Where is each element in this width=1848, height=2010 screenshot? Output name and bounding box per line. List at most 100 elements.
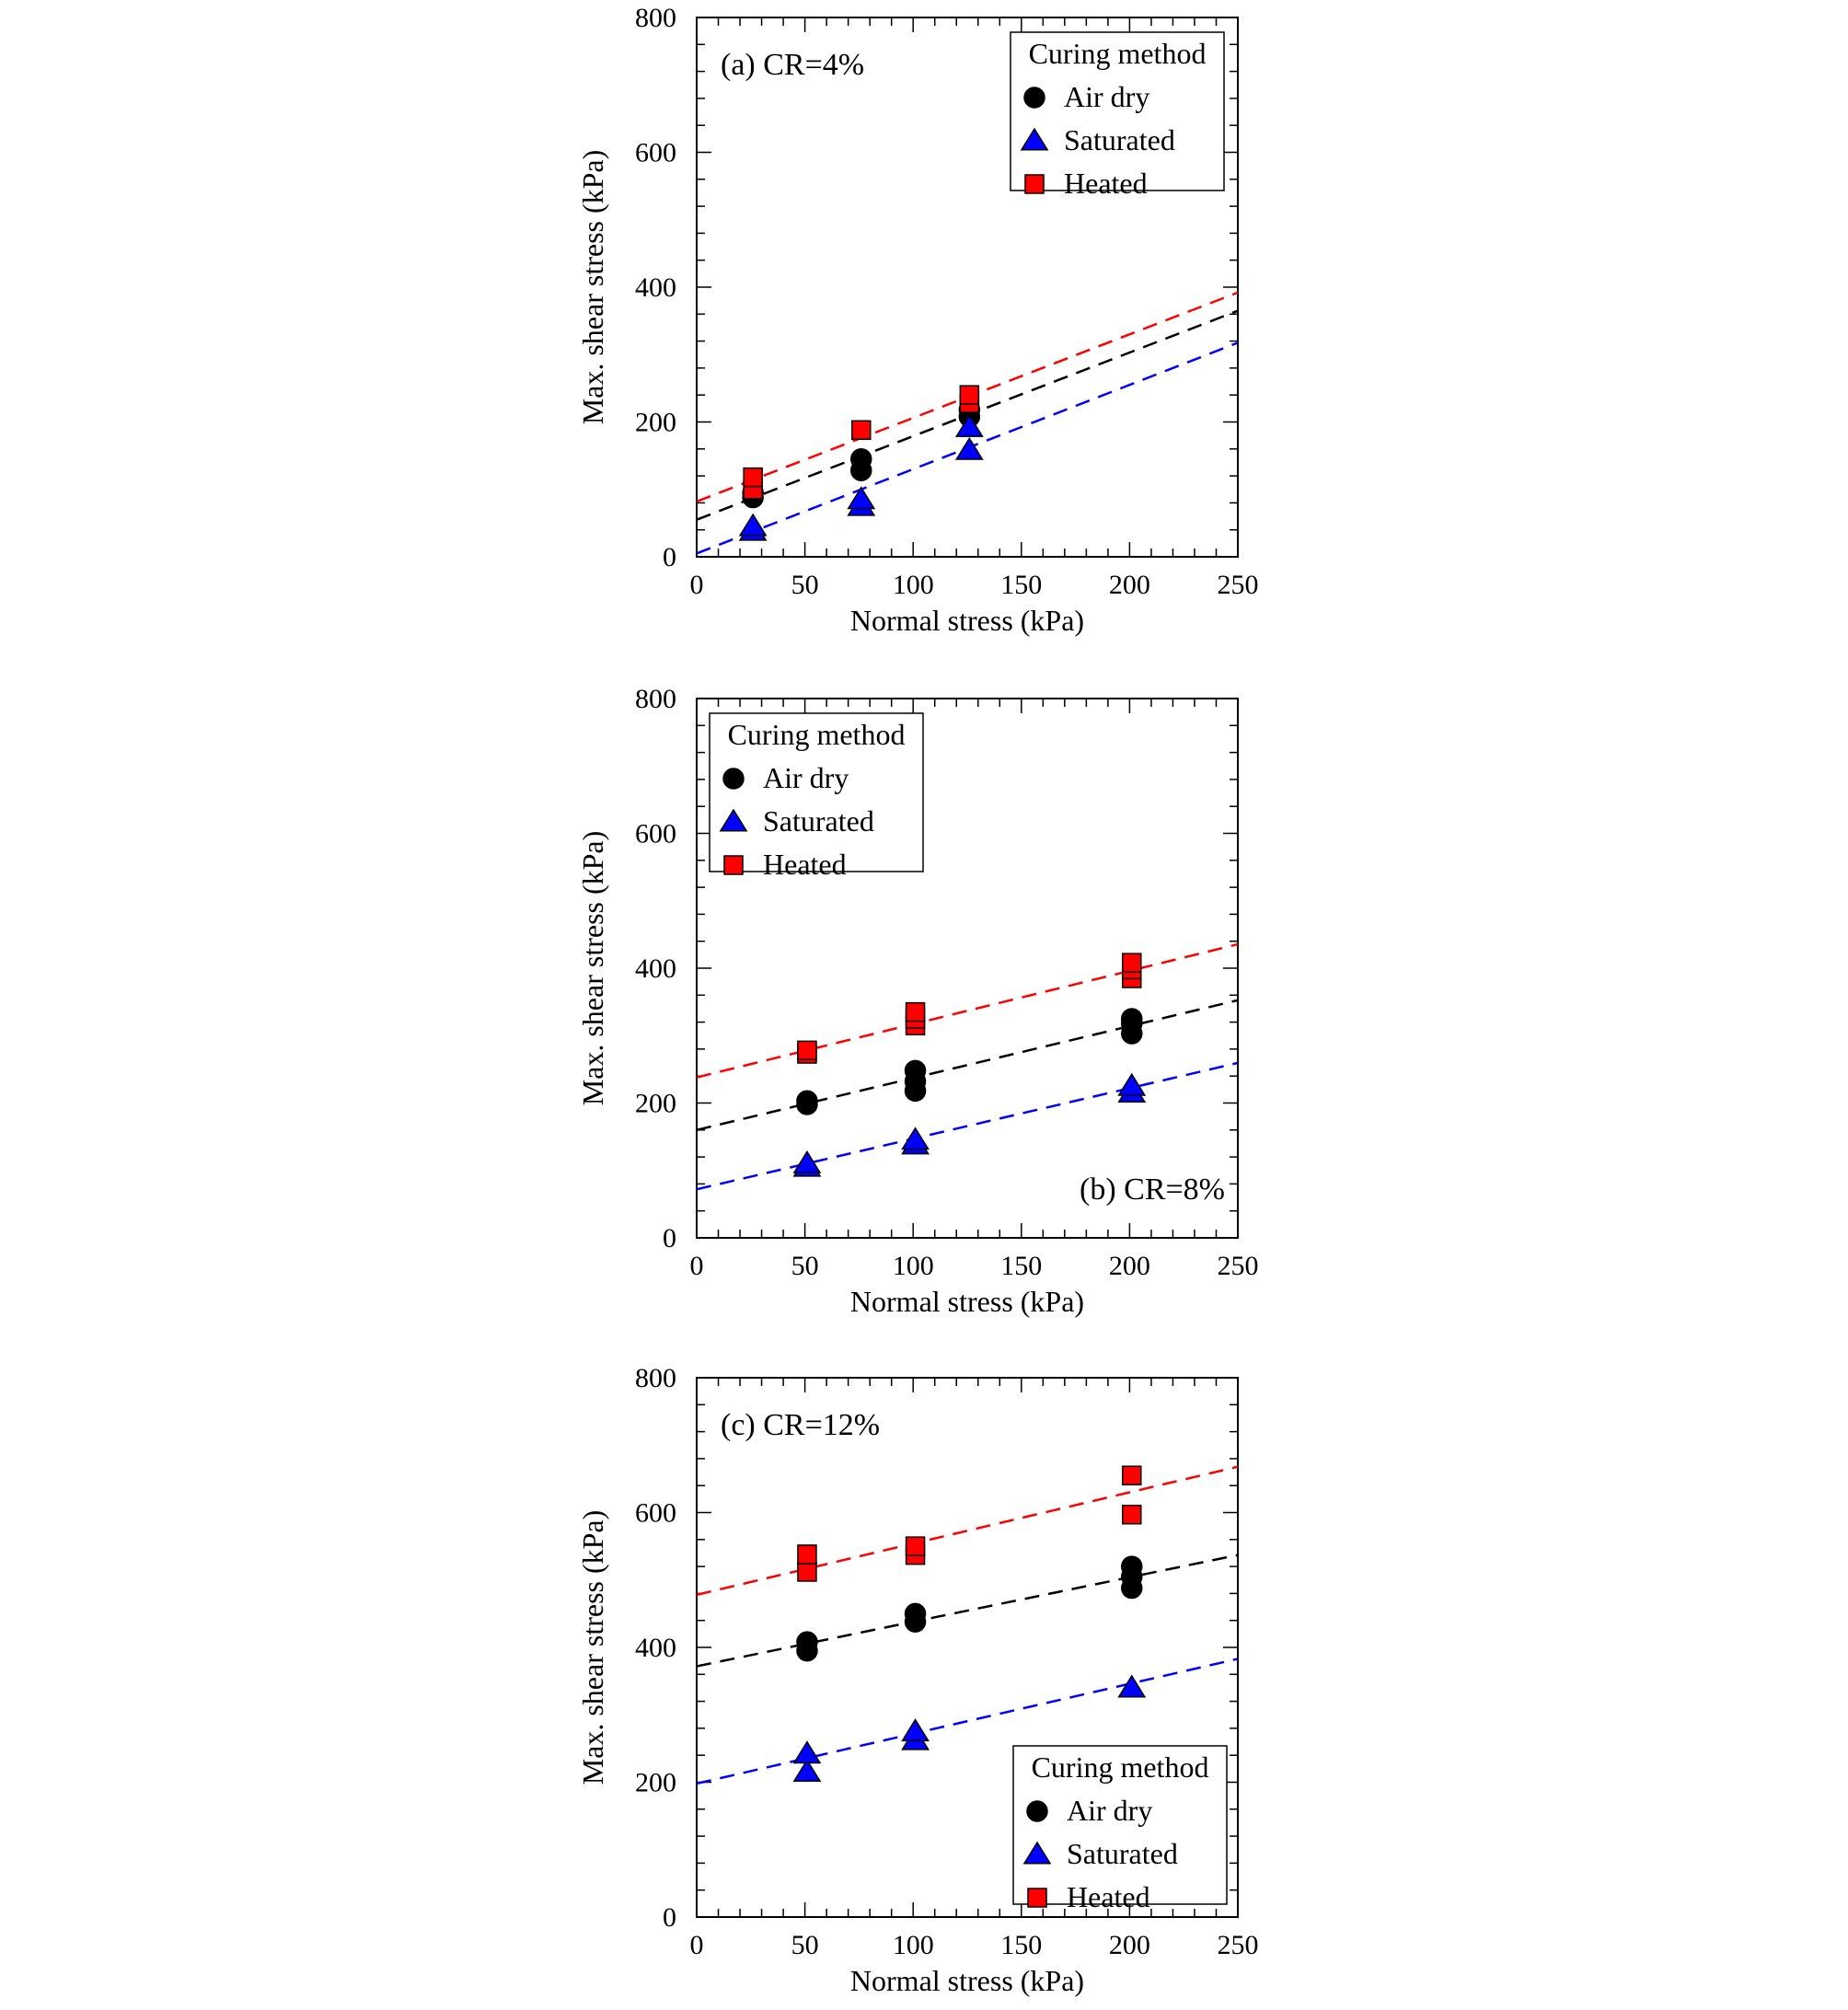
panel-label: (a) CR=4% bbox=[721, 48, 864, 82]
x-tick-label: 50 bbox=[791, 1930, 819, 1960]
legend: Curing method Air dry Saturated Heated bbox=[1010, 31, 1225, 200]
heated-series bbox=[797, 953, 1142, 1064]
legend-box bbox=[1010, 31, 1225, 191]
air-dry-point bbox=[1121, 1555, 1143, 1577]
legend: Curing method Air dry Saturated Heated bbox=[709, 712, 924, 881]
square-marker-icon bbox=[1024, 174, 1045, 194]
x-tick-label: 100 bbox=[893, 570, 934, 600]
y-tick-label: 800 bbox=[635, 3, 676, 33]
y-axis-label: Max. shear stress (kPa) bbox=[576, 150, 609, 425]
air-dry-series bbox=[796, 1555, 1143, 1662]
legend-label-air-dry: Air dry bbox=[763, 761, 849, 794]
saturated-point bbox=[901, 1126, 930, 1150]
air-dry-fit-line bbox=[697, 1554, 1238, 1668]
saturated-fit-line bbox=[697, 1658, 1238, 1785]
y-axis-label: Max. shear stress (kPa) bbox=[576, 1510, 609, 1785]
saturated-point bbox=[954, 413, 984, 437]
air-dry-point bbox=[796, 1631, 818, 1653]
heated-point bbox=[743, 467, 763, 488]
y-tick-label: 400 bbox=[635, 953, 676, 984]
circle-marker-icon bbox=[1026, 1800, 1048, 1822]
x-tick-label: 200 bbox=[1109, 1930, 1150, 1960]
x-tick-label: 100 bbox=[893, 1251, 934, 1281]
y-tick-label: 600 bbox=[635, 1498, 676, 1529]
x-tick-label: 0 bbox=[690, 1251, 704, 1281]
legend-title: Curing method bbox=[1032, 1750, 1209, 1784]
y-tick-label: 200 bbox=[635, 1089, 676, 1119]
saturated-point bbox=[954, 436, 984, 460]
legend-box bbox=[1012, 1745, 1228, 1905]
axis-ticks bbox=[696, 1377, 1239, 1918]
y-tick-label: 0 bbox=[663, 1223, 676, 1253]
legend: Curing method Air dry Saturated Heated bbox=[1012, 1745, 1228, 1913]
x-tick-label: 150 bbox=[1000, 1251, 1042, 1281]
x-tick-label: 50 bbox=[791, 570, 819, 600]
saturated-point bbox=[792, 1149, 822, 1173]
y-tick-label: 800 bbox=[635, 1363, 676, 1393]
circle-marker-icon bbox=[1023, 87, 1045, 109]
saturated-point bbox=[1117, 1674, 1147, 1698]
legend-label-heated: Heated bbox=[1064, 167, 1148, 200]
panel-label: (c) CR=12% bbox=[721, 1408, 880, 1442]
x-tick-label: 200 bbox=[1109, 1251, 1150, 1281]
x-axis-label: Normal stress (kPa) bbox=[850, 1285, 1084, 1318]
square-marker-icon bbox=[1027, 1888, 1047, 1908]
saturated-series bbox=[738, 413, 984, 541]
chart-panel-b: 0 50 100 150 200 250 0 200 400 600 800 Normal stres… bbox=[576, 684, 1259, 1318]
y-tick-label: 800 bbox=[635, 684, 676, 714]
y-tick-label: 600 bbox=[635, 819, 676, 849]
legend-title: Curing method bbox=[728, 718, 906, 751]
y-tick-label: 0 bbox=[663, 1902, 676, 1933]
x-tick-label: 0 bbox=[690, 570, 704, 600]
saturated-point bbox=[792, 1759, 822, 1783]
x-tick-label: 200 bbox=[1109, 570, 1150, 600]
heated-series bbox=[797, 1465, 1142, 1582]
x-tick-label: 100 bbox=[893, 1930, 934, 1960]
y-tick-label: 400 bbox=[635, 1633, 676, 1663]
legend-label-saturated: Saturated bbox=[1064, 123, 1175, 156]
triangle-marker-icon bbox=[1022, 1841, 1052, 1865]
chart-panel-c: 0 50 100 150 200 250 0 200 400 600 800 Normal stres… bbox=[576, 1363, 1259, 1997]
y-tick-label: 200 bbox=[635, 408, 676, 438]
saturated-point bbox=[792, 1740, 822, 1764]
x-axis-label: Normal stress (kPa) bbox=[850, 604, 1084, 637]
square-marker-icon bbox=[723, 855, 744, 875]
air-dry-point bbox=[1121, 1008, 1143, 1030]
x-tick-label: 50 bbox=[791, 1251, 819, 1281]
chart-panel-a: 0 50 100 150 200 250 0 200 400 600 800 Normal stres… bbox=[576, 3, 1259, 637]
triangle-marker-icon bbox=[719, 808, 748, 832]
legend-label-saturated: Saturated bbox=[763, 804, 874, 838]
legend-box bbox=[709, 712, 924, 872]
legend-label-saturated: Saturated bbox=[1067, 1837, 1178, 1870]
x-tick-label: 250 bbox=[1218, 1251, 1259, 1281]
heated-point bbox=[797, 1544, 817, 1565]
heated-point bbox=[851, 420, 872, 441]
saturated-series bbox=[792, 1674, 1147, 1783]
heated-point bbox=[959, 385, 980, 405]
y-tick-label: 0 bbox=[663, 542, 676, 572]
legend-label-air-dry: Air dry bbox=[1064, 80, 1149, 113]
x-tick-label: 0 bbox=[690, 1930, 704, 1960]
x-tick-label: 250 bbox=[1218, 1930, 1259, 1960]
air-dry-fit-line bbox=[697, 999, 1238, 1132]
axis-ticks bbox=[696, 17, 1239, 558]
air-dry-series bbox=[796, 1008, 1143, 1115]
y-tick-label: 400 bbox=[635, 272, 676, 303]
heated-point bbox=[1122, 1465, 1142, 1485]
saturated-series bbox=[792, 1072, 1147, 1177]
x-tick-label: 250 bbox=[1218, 570, 1259, 600]
air-dry-point bbox=[904, 1602, 927, 1625]
saturated-point bbox=[1117, 1072, 1147, 1096]
x-axis-label: Normal stress (kPa) bbox=[850, 1964, 1084, 1997]
legend-title: Curing method bbox=[1029, 37, 1207, 70]
x-tick-label: 150 bbox=[1000, 1930, 1042, 1960]
legend-label-air-dry: Air dry bbox=[1067, 1794, 1152, 1827]
y-axis-label: Max. shear stress (kPa) bbox=[576, 831, 609, 1106]
heated-point bbox=[797, 1562, 817, 1582]
heated-point bbox=[797, 1040, 817, 1061]
air-dry-point bbox=[796, 1090, 818, 1113]
saturated-point bbox=[847, 486, 876, 510]
heated-series bbox=[743, 385, 980, 500]
y-tick-label: 600 bbox=[635, 138, 676, 168]
